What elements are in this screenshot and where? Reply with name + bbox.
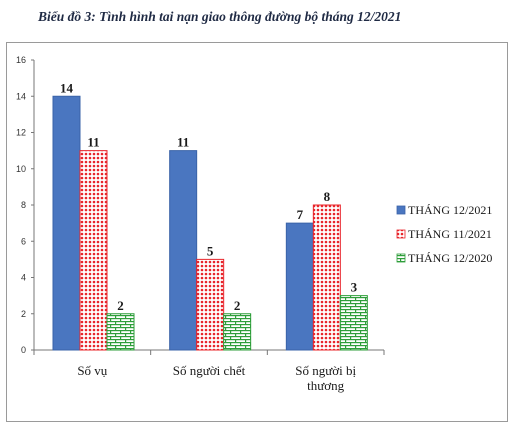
data-label: 7 [297,207,304,222]
category-label: Số người chết [173,363,246,378]
y-tick-label: 2 [21,309,26,319]
category-label: thương [307,378,345,393]
chart-title: Biểu đồ 3: Tình hình tai nạn giao thông … [38,9,402,24]
bar [312,204,341,351]
legend-label: THÁNG 12/2021 [408,203,492,217]
bar [79,150,108,351]
data-label: 8 [324,189,331,204]
bar [223,313,252,351]
legend-swatch [396,253,406,263]
y-tick-label: 10 [16,164,26,174]
y-tick-label: 14 [16,91,26,101]
y-tick-label: 16 [16,55,26,65]
bar [169,150,198,351]
data-label: 5 [207,243,214,258]
legend-label: THÁNG 11/2021 [408,227,492,241]
bar [339,295,368,351]
bar [52,95,81,351]
data-label: 2 [117,298,124,313]
legend-label: THÁNG 12/2020 [408,251,492,265]
data-label: 2 [234,298,241,313]
category-label: Số người bị [295,363,356,378]
data-label: 11 [177,135,189,150]
y-tick-label: 6 [21,236,26,246]
category-label: Số vụ [77,363,107,378]
legend-swatch [396,205,406,215]
y-tick-label: 8 [21,200,26,210]
data-label: 3 [351,280,358,295]
y-tick-label: 4 [21,273,26,283]
data-label: 11 [87,135,99,150]
bar [285,222,314,351]
bar [196,258,225,351]
legend-swatch [396,229,406,239]
y-tick-label: 12 [16,128,26,138]
y-tick-label: 0 [21,345,26,355]
bar [106,313,135,351]
data-label: 14 [60,80,74,95]
